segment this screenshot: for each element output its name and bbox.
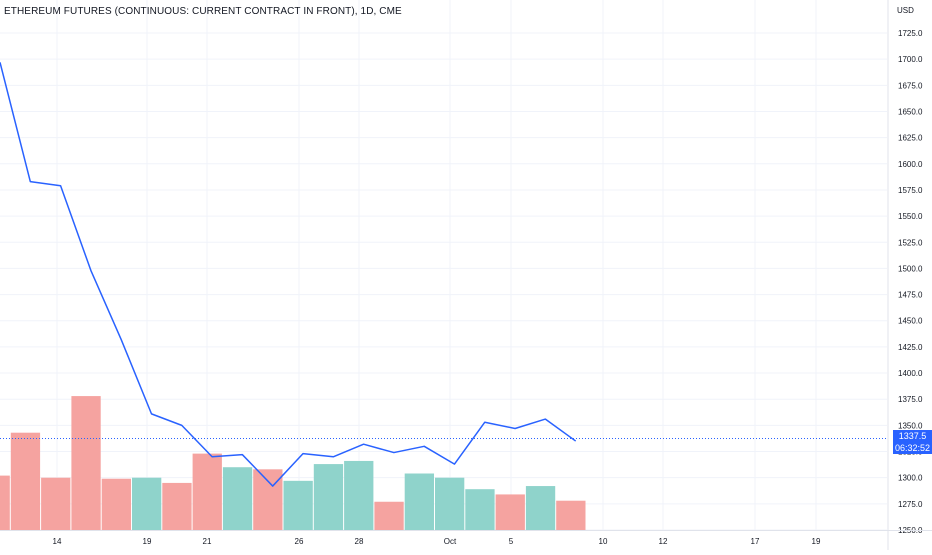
y-tick-label: 1350.0 bbox=[898, 421, 923, 430]
y-tick-label: 1550.0 bbox=[898, 212, 923, 221]
y-tick-label: 1700.0 bbox=[898, 55, 923, 64]
volume-bar bbox=[192, 453, 222, 530]
y-tick-label: 1575.0 bbox=[898, 186, 923, 195]
y-tick-label: 1600.0 bbox=[898, 160, 923, 169]
y-tick-label: 1300.0 bbox=[898, 474, 923, 483]
volume-bar bbox=[101, 478, 131, 530]
volume-bar bbox=[556, 500, 586, 530]
y-tick-label: 1675.0 bbox=[898, 81, 923, 90]
y-tick-label: 1500.0 bbox=[898, 264, 923, 273]
volume-bar bbox=[435, 477, 465, 530]
last-price-badge: 1337.5 06:32:52 bbox=[893, 430, 932, 454]
volume-bar bbox=[465, 489, 495, 530]
y-tick-label: 1275.0 bbox=[898, 500, 923, 509]
volume-bar bbox=[222, 467, 253, 530]
x-tick-label: 26 bbox=[295, 537, 304, 546]
volume-bar bbox=[525, 486, 556, 530]
volume-bar bbox=[162, 482, 192, 530]
y-tick-label: 1725.0 bbox=[898, 29, 923, 38]
y-tick-label: 1650.0 bbox=[898, 107, 923, 116]
x-tick-label: 19 bbox=[143, 537, 152, 546]
volume-bar bbox=[10, 432, 41, 530]
currency-label: USD bbox=[897, 6, 914, 15]
y-tick-label: 1525.0 bbox=[898, 238, 923, 247]
volume-bar bbox=[0, 475, 10, 530]
x-tick-label: 19 bbox=[812, 537, 821, 546]
volume-bar bbox=[41, 477, 71, 530]
x-tick-label: 17 bbox=[751, 537, 760, 546]
volume-bar bbox=[283, 480, 313, 530]
volume-bar bbox=[344, 460, 374, 530]
x-tick-label: 12 bbox=[659, 537, 668, 546]
chart-title: ETHEREUM FUTURES (CONTINUOUS: CURRENT CO… bbox=[4, 6, 402, 17]
y-tick-label: 1425.0 bbox=[898, 343, 923, 352]
last-price-value: 1337.5 bbox=[898, 431, 927, 441]
volume-bar bbox=[253, 469, 283, 530]
volume-bar bbox=[404, 473, 434, 530]
x-tick-label: 14 bbox=[53, 537, 62, 546]
x-tick-label: 21 bbox=[203, 537, 212, 546]
y-tick-label: 1400.0 bbox=[898, 369, 923, 378]
volume-bar bbox=[71, 396, 101, 530]
y-tick-label: 1625.0 bbox=[898, 134, 923, 143]
volume-bar bbox=[374, 501, 404, 530]
x-tick-label: 10 bbox=[599, 537, 608, 546]
y-tick-label: 1450.0 bbox=[898, 317, 923, 326]
x-tick-label: 28 bbox=[355, 537, 364, 546]
countdown-timer: 06:32:52 bbox=[894, 443, 931, 453]
y-tick-label: 1375.0 bbox=[898, 395, 923, 404]
y-tick-label: 1475.0 bbox=[898, 291, 923, 300]
x-tick-label: 5 bbox=[509, 537, 514, 546]
x-tick-label: Oct bbox=[444, 537, 457, 546]
volume-bar bbox=[495, 494, 525, 530]
volume-bar bbox=[132, 477, 162, 530]
volume-bar bbox=[313, 464, 344, 530]
price-line bbox=[0, 62, 577, 487]
